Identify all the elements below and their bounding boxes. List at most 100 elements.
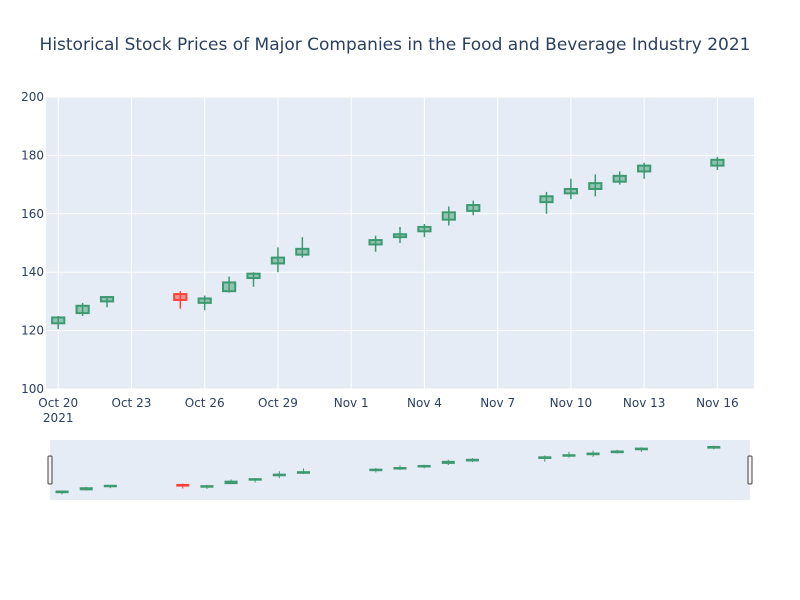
x-tick-label: Nov 13 [623,396,666,410]
range-slider-candle [224,479,238,485]
range-slider-candle [79,486,93,491]
y-tick-label: 180 [21,148,44,162]
candle-body [295,247,310,256]
range-slider-candle [176,483,190,489]
y-tick-label: 100 [21,382,44,396]
candle-increasing[interactable] [637,162,652,179]
mini-candle-body [103,484,117,488]
candle-increasing[interactable] [539,191,554,214]
candle-body [197,297,212,304]
candle-increasing[interactable] [368,235,383,252]
range-slider-candle [272,471,286,479]
candle-body [612,174,627,183]
mini-candle-body [79,487,93,491]
x-tick-label: Oct 26 [185,396,225,410]
mini-candle-body [393,467,407,470]
candle-increasing[interactable] [588,174,603,197]
mini-candle-body [200,485,214,488]
candle-increasing[interactable] [710,156,725,170]
candle-body [246,272,261,280]
candle-body [51,316,66,325]
range-slider-left-handle[interactable] [47,455,53,485]
x-tick-label: Nov 16 [696,396,739,410]
candle-increasing[interactable] [563,178,578,200]
range-slider-candle [586,450,600,457]
candle-body [417,225,432,233]
mini-candle-body [176,483,190,487]
range-slider-right-handle[interactable] [747,455,753,485]
candle-increasing[interactable] [197,295,212,311]
x-tick-label: Oct 29 [258,396,298,410]
range-slider-candle [441,459,455,466]
chart-title: Historical Stock Prices of Major Compani… [40,35,751,55]
candle-body [173,293,188,301]
candle-body [441,211,456,221]
x-tick-label: Oct 20 [38,396,78,410]
candle-increasing[interactable] [466,200,481,216]
candle-increasing[interactable] [295,237,310,258]
candle-body [270,256,286,265]
x-tick-label: Nov 7 [480,396,515,410]
mini-candle-body [55,490,69,494]
mini-candle-body [296,471,310,474]
candle-body [637,164,652,173]
range-slider-candle [248,478,262,483]
x-tick-label: Nov 4 [407,396,442,410]
mini-candle-body [272,473,286,477]
range-slider-candle [55,490,69,495]
candle-increasing[interactable] [392,226,408,243]
candle-body [99,296,115,303]
candle-increasing[interactable] [417,224,432,238]
candle-increasing[interactable] [99,296,115,308]
candle-body [539,195,554,204]
range-slider-candle [634,447,648,452]
candle-body [222,281,237,293]
range-slider-candle [369,467,383,473]
x-tick-label: Nov 1 [334,396,369,410]
range-slider-candle [465,458,479,463]
candle-body [710,158,725,167]
candle-body [392,233,408,239]
candle-body [563,187,578,195]
mini-candle-body [369,468,383,472]
mini-candle-body [441,460,455,464]
y-tick-label: 120 [21,324,44,338]
mini-candle-body [707,445,721,449]
range-slider-candle [417,464,431,469]
range-slider[interactable] [47,440,753,500]
range-slider-candle [200,484,214,489]
y-tick-label: 160 [21,207,44,221]
candle-body [368,239,383,246]
candle-increasing[interactable] [612,171,627,185]
range-slider-candle [610,449,624,454]
range-slider-candle [538,455,552,462]
range-slider-candle [103,484,117,489]
range-slider-candle [562,451,576,458]
candle-decreasing[interactable] [173,291,188,309]
mini-candle-body [610,450,624,454]
mini-candle-body [224,480,238,485]
candle-body [466,204,481,212]
range-slider-candle [296,468,310,475]
x-tick-year-label: 2021 [43,411,74,425]
mini-candle-body [248,478,262,481]
mini-candle-body [538,456,552,459]
range-slider-candle [393,465,407,470]
mini-candle-body [634,447,648,451]
candle-increasing[interactable] [270,247,286,273]
mini-candle-body [465,458,479,462]
candle-increasing[interactable] [75,302,90,316]
x-tick-label: Nov 10 [550,396,593,410]
y-tick-label: 200 [21,90,44,104]
candle-increasing[interactable] [222,276,237,293]
candle-increasing[interactable] [51,316,66,330]
candle-increasing[interactable] [441,206,456,226]
x-tick-label: Oct 23 [112,396,152,410]
candle-body [588,182,603,190]
y-tick-label: 140 [21,265,44,279]
candle-body [75,304,90,315]
range-slider-candle [707,445,721,450]
candle-increasing[interactable] [246,272,261,287]
mini-candle-body [417,464,431,468]
